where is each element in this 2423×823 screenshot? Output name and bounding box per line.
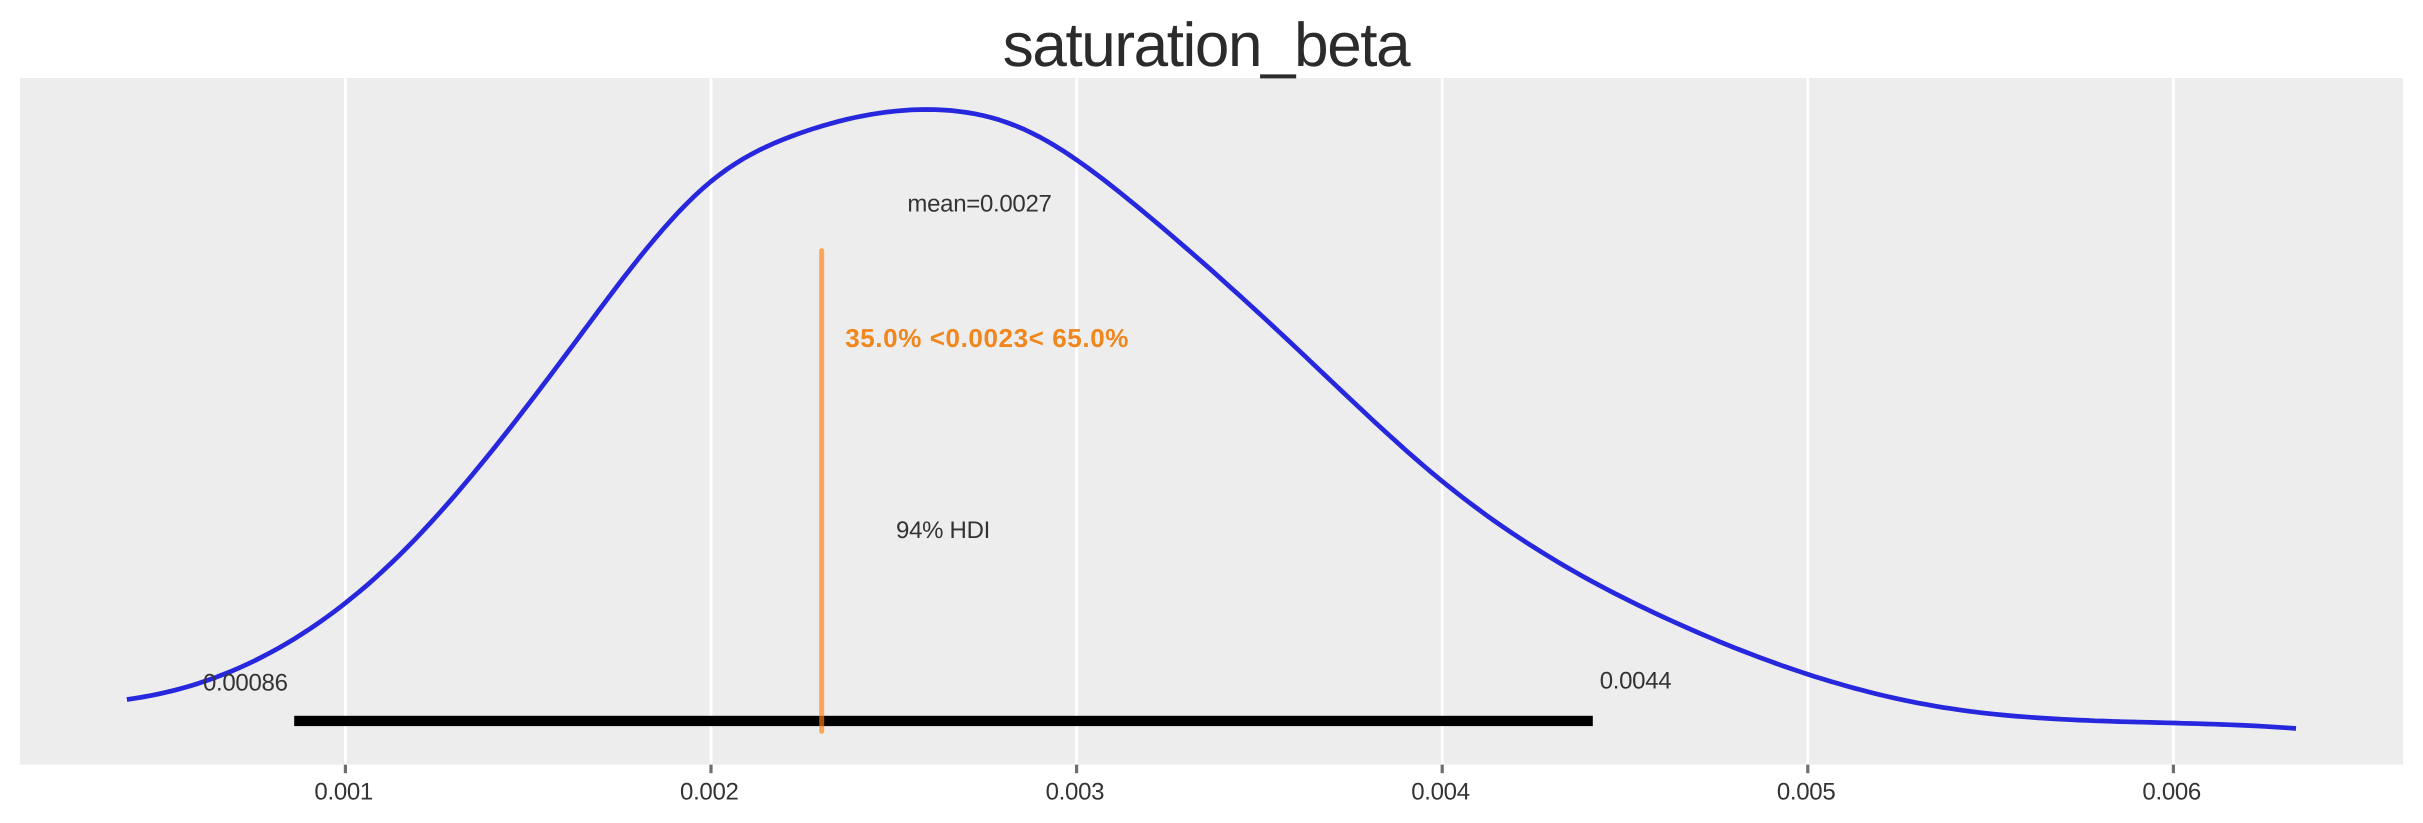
svg-text:35.0% <0.0023< 65.0%: 35.0% <0.0023< 65.0%: [845, 323, 1129, 353]
svg-text:saturation_beta: saturation_beta: [1003, 11, 1411, 80]
svg-text:0.002: 0.002: [680, 779, 739, 806]
svg-text:0.001: 0.001: [314, 779, 373, 806]
svg-text:mean=0.0027: mean=0.0027: [907, 191, 1051, 218]
svg-text:0.0044: 0.0044: [1600, 668, 1672, 695]
svg-text:0.00086: 0.00086: [203, 670, 288, 697]
svg-text:0.005: 0.005: [1777, 779, 1836, 806]
svg-text:0.003: 0.003: [1046, 779, 1105, 806]
svg-text:0.004: 0.004: [1411, 779, 1470, 806]
svg-text:0.006: 0.006: [2142, 779, 2201, 806]
svg-text:94% HDI: 94% HDI: [896, 517, 990, 544]
